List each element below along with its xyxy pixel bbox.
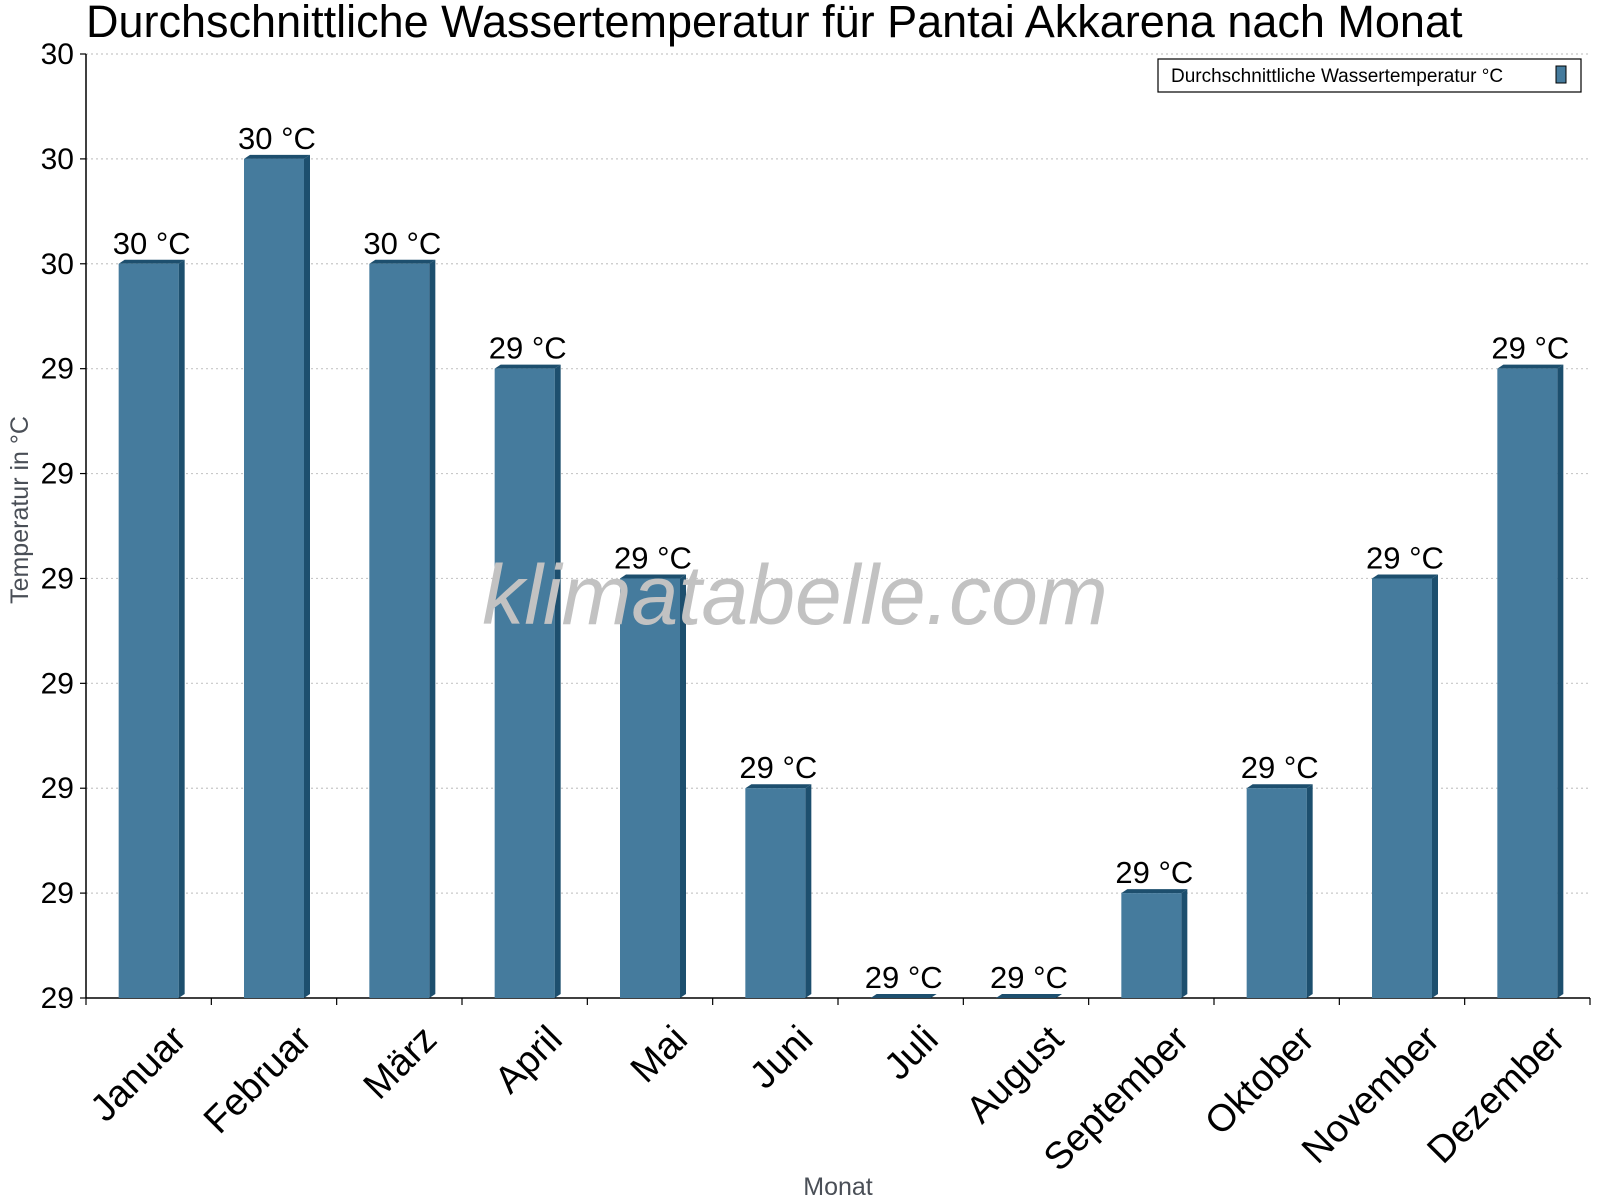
x-tick-label: Mai (623, 1018, 696, 1091)
x-tick-label: Juli (877, 1018, 947, 1088)
bar-top (745, 784, 812, 789)
bar-top (1372, 574, 1438, 579)
bar-side (1306, 784, 1313, 998)
bar-side (304, 154, 310, 998)
bar (745, 784, 812, 998)
x-tick-label: Januar (83, 1018, 195, 1130)
bar-top (118, 259, 185, 264)
data-label: 29 °C (865, 960, 943, 995)
bar-front (1246, 788, 1307, 998)
bar-side (680, 574, 686, 998)
bar-side (554, 364, 561, 999)
data-label: 29 °C (990, 960, 1068, 995)
bars (118, 154, 1564, 999)
bar-top (1246, 784, 1313, 789)
bar (1372, 574, 1438, 998)
bar-side (805, 784, 812, 998)
x-axis-label: Monat (803, 1173, 873, 1200)
x-tick-label: März (356, 1018, 445, 1107)
y-tick-label: 29 (41, 877, 74, 910)
bar-front (244, 158, 304, 998)
bar-top (369, 259, 436, 264)
data-labels: 30 °C 30 °C 30 °C 29 °C 29 °C 29 °C 29 °C 29 °C… (113, 121, 1570, 995)
x-tick-label: Oktober (1197, 1018, 1323, 1144)
watermark: klimatabelle.com (482, 548, 1108, 642)
bar-top (996, 994, 1062, 998)
y-tick-label: 30 (41, 248, 74, 281)
bar (870, 994, 937, 998)
bar (1246, 784, 1313, 998)
x-tick-label: Februar (196, 1018, 320, 1142)
data-label: 29 °C (739, 750, 817, 785)
bar-side (429, 259, 436, 998)
bar-front (745, 788, 806, 998)
y-tick-label: 29 (41, 458, 74, 491)
bar-top (244, 154, 310, 159)
bar (996, 994, 1062, 998)
bar-side (1557, 364, 1564, 999)
x-tick-label: Dezember (1420, 1018, 1574, 1172)
data-label: 29 °C (1366, 540, 1444, 575)
bar-front (494, 368, 555, 999)
gridlines (86, 53, 1590, 894)
data-label: 30 °C (113, 226, 191, 261)
y-tick-label: 29 (41, 772, 74, 805)
x-tick-label: August (959, 1018, 1073, 1132)
bar-front (1372, 578, 1432, 998)
y-tick-label: 30 (41, 143, 74, 176)
bar-top (1121, 889, 1188, 894)
data-label: 30 °C (363, 226, 441, 261)
y-tick-label: 29 (41, 562, 74, 595)
bar-top (1497, 364, 1564, 369)
y-tick-label: 30 (41, 38, 74, 71)
bar (369, 259, 436, 998)
axes (85, 54, 1591, 1005)
bar-top (870, 994, 937, 998)
bar (1497, 364, 1564, 999)
y-tick-label: 29 (41, 667, 74, 700)
bar-front (620, 578, 680, 998)
legend-box (1157, 58, 1582, 93)
bar (244, 154, 310, 998)
data-label: 29 °C (1115, 855, 1193, 890)
bar (1121, 889, 1188, 998)
chart-title: Durchschnittliche Wassertemperatur für P… (86, 0, 1463, 47)
bar (118, 259, 185, 998)
bar-top (620, 574, 686, 579)
legend: Durchschnittliche Wassertemperatur °C (1157, 58, 1582, 93)
data-label: 29 °C (489, 331, 567, 366)
bar-front (369, 263, 430, 998)
y-tick-labels: 29 29 29 29 29 29 29 30 30 30 (41, 38, 86, 1015)
x-tick-label: Juni (742, 1018, 821, 1097)
data-label: 29 °C (1241, 750, 1319, 785)
bar-side (1432, 574, 1438, 998)
data-label: 29 °C (614, 540, 692, 575)
bar-side (1181, 889, 1188, 998)
data-label: 30 °C (238, 121, 316, 156)
x-tick-label: April (487, 1018, 570, 1101)
bar-front (118, 263, 179, 998)
bar-top (494, 364, 561, 369)
data-label: 29 °C (1491, 331, 1569, 366)
x-tick-labels: Januar Februar März April Mai Juni Juli AugustS… (83, 1018, 1574, 1179)
bar-side (178, 259, 185, 998)
y-tick-label: 29 (41, 982, 74, 1015)
bar (494, 364, 561, 999)
legend-swatch (1555, 65, 1567, 84)
bar-front (1121, 893, 1182, 998)
bar (620, 574, 686, 998)
bar-front (1497, 368, 1558, 999)
legend-label: Durchschnittliche Wassertemperatur °C (1171, 66, 1503, 87)
y-tick-label: 29 (41, 353, 74, 386)
y-axis-label: Temperatur in °C (6, 416, 34, 604)
